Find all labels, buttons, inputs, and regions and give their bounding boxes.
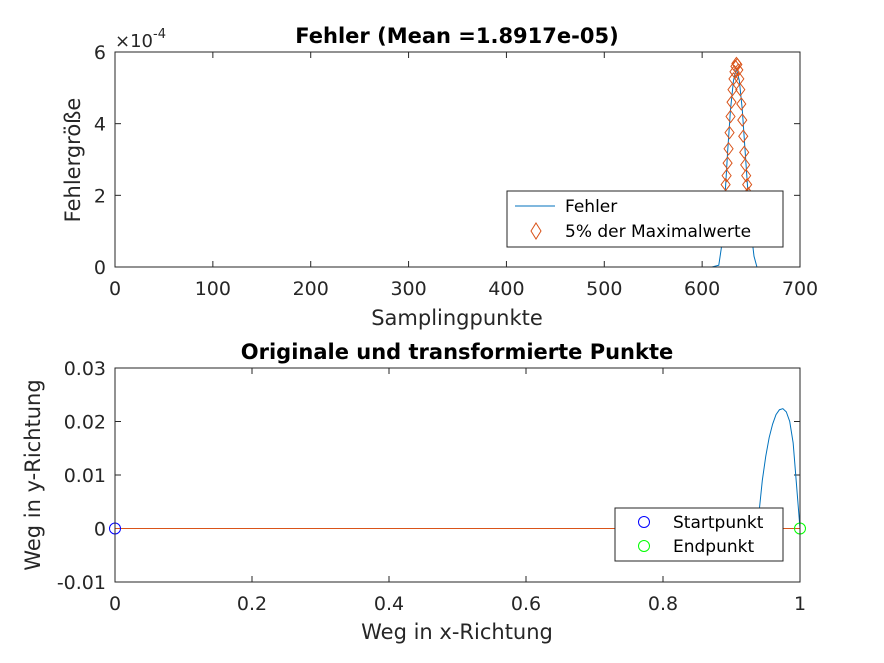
series-5-der-maximalwerte-marker	[725, 109, 736, 124]
x-tick-label: 0.6	[511, 593, 541, 615]
legend-label-maxima: 5% der Maximalwerte	[565, 222, 751, 242]
legend-marker-maxima	[530, 222, 542, 240]
x-tick-label: 400	[488, 278, 524, 300]
y-tick-label: -0.01	[57, 572, 106, 594]
series-5-der-maximalwerte-marker	[732, 57, 743, 72]
series-0-line	[115, 408, 801, 529]
series-5-der-maximalwerte-marker	[735, 82, 746, 97]
series-5-der-maximalwerte-marker	[724, 125, 735, 140]
y-ticks: -0.01 0 0.01 0.02 0.03	[57, 358, 800, 594]
y-exponent-base: ×10	[115, 31, 153, 52]
y-tick-label: 6	[94, 42, 106, 64]
y-tick-label: 0.02	[64, 412, 106, 434]
y-tick-label: 2	[94, 185, 106, 207]
x-tick-label: 300	[390, 278, 426, 300]
series-5-der-maximalwerte-marker	[723, 141, 734, 156]
y-axis-label: Fehlergröße	[61, 98, 85, 223]
series-5-der-maximalwerte-marker	[739, 145, 750, 160]
x-tick-label: 700	[782, 278, 818, 300]
x-tick-label: 0	[109, 593, 121, 615]
x-tick-label: 500	[586, 278, 622, 300]
x-tick-label: 0	[109, 278, 121, 300]
legend-box	[506, 190, 784, 248]
y-exponent-power: -4	[153, 27, 166, 42]
x-tick-label: 1	[794, 593, 806, 615]
series-5-der-maximalwerte-marker	[741, 168, 752, 183]
series-5-der-maximalwerte-marker	[722, 156, 733, 170]
legend: Fehler 5% der Maximalwerte	[506, 190, 784, 248]
x-tick-label: 0.2	[237, 593, 267, 615]
x-tick-label: 600	[684, 278, 720, 300]
series-layer	[115, 56, 800, 268]
legend-label-fehler: Fehler	[565, 197, 617, 217]
series-5-der-maximalwerte-marker	[738, 129, 749, 144]
y-tick-label: 4	[94, 114, 106, 136]
x-tick-label: 0.4	[374, 593, 404, 615]
x-ticks: 0 100 200 300 400 500 600 700	[109, 52, 818, 300]
y-ticks: 0 2 4 6	[94, 42, 800, 279]
x-tick-label: 200	[293, 278, 329, 300]
legend-label-endpunkt: Endpunkt	[673, 537, 754, 557]
legend-marker-startpunkt	[638, 516, 650, 528]
series-5-der-maximalwerte-marker	[721, 168, 732, 183]
y-exponent-label: ×10 -4	[115, 27, 166, 52]
y-tick-label: 0.01	[64, 465, 106, 487]
series-5-der-maximalwerte-marker	[733, 63, 744, 77]
y-tick-label: 0.03	[64, 358, 106, 380]
series-5-der-maximalwerte-marker	[736, 97, 747, 111]
y-tick-label: 0	[94, 519, 106, 541]
y-tick-label: 0	[94, 257, 106, 279]
axes-box	[114, 367, 801, 583]
chart-title: Fehler (Mean =1.8917e-05)	[295, 24, 618, 48]
x-axis-label: Samplingpunkte	[371, 306, 543, 330]
x-tick-label: 100	[195, 278, 231, 300]
x-tick-label: 0.8	[648, 593, 678, 615]
legend: Startpunkt Endpunkt	[614, 507, 784, 562]
error-plot: 0 100 200 300 400 500 600 700 0 2 4 6 Fehler (Mean…	[61, 24, 818, 330]
x-ticks: 0 0.2 0.4 0.6 0.8 1	[109, 368, 806, 615]
series-5-der-maximalwerte-marker	[737, 113, 748, 127]
legend-marker-endpunkt	[638, 540, 650, 552]
y-axis-label: Weg in y-Richtung	[21, 379, 45, 570]
series-5-der-maximalwerte-marker	[727, 82, 738, 97]
x-axis-label: Weg in x-Richtung	[361, 620, 553, 644]
series-5-der-maximalwerte-marker	[726, 95, 737, 109]
axes-box	[114, 51, 801, 268]
chart-title: Originale und transformierte Punkte	[241, 340, 674, 364]
legend-label-startpunkt: Startpunkt	[673, 513, 764, 533]
